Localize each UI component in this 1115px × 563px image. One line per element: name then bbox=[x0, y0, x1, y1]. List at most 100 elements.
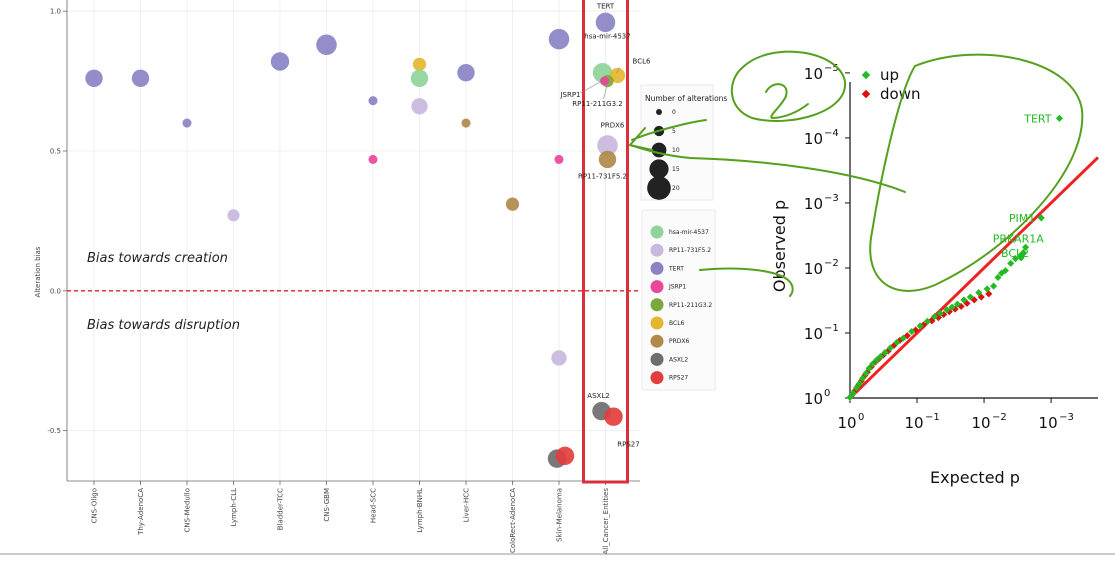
bias-point bbox=[554, 154, 564, 164]
size-legend-label: 15 bbox=[672, 166, 680, 173]
qq-y-axis-label: Observed p bbox=[770, 200, 789, 292]
color-legend-label: ASXL2 bbox=[669, 356, 688, 363]
color-legend-label: RP11-731F5.2 bbox=[669, 247, 711, 254]
bias-point-label: RP11-731F5.2 bbox=[578, 172, 627, 180]
bias-point bbox=[599, 76, 610, 86]
color-legend-label: JSRP1 bbox=[668, 284, 686, 291]
color-legend-dot bbox=[650, 225, 664, 239]
bias-point bbox=[85, 69, 103, 88]
bias-leader-line bbox=[580, 80, 602, 94]
ink-stroke-legend bbox=[699, 267, 794, 297]
bias-category-label: CNS-Medullo bbox=[184, 488, 192, 533]
qq-x-tick-exp: −2 bbox=[992, 412, 1007, 423]
qq-diagonal-line bbox=[848, 156, 1100, 400]
bias-point bbox=[316, 34, 337, 56]
bias-point-label: ASXL2 bbox=[587, 392, 609, 400]
qq-y-tick-exp: −1 bbox=[824, 323, 839, 334]
color-legend-dot bbox=[650, 352, 664, 366]
bias-leader-line bbox=[603, 83, 608, 100]
qq-legend-marker bbox=[861, 89, 871, 99]
bias-point bbox=[597, 135, 618, 156]
color-legend-label: RPS27 bbox=[669, 375, 688, 382]
bias-point bbox=[555, 446, 575, 466]
qq-y-tick-exp: −5 bbox=[824, 63, 839, 74]
bias-points bbox=[85, 12, 626, 468]
bias-y-axis-label: Alteration bias bbox=[34, 246, 42, 297]
bias-point bbox=[410, 69, 429, 88]
qq-point-up bbox=[908, 327, 916, 336]
bias-category-labels: CNS-Oligo Thy-AdenoCA CNS-Medullo Lymph-CLL… bbox=[91, 481, 610, 555]
color-legend-label: TERT bbox=[668, 265, 684, 272]
color-legend-label: PRDX6 bbox=[669, 338, 690, 345]
qq-point-up bbox=[1019, 249, 1027, 257]
bias-category-label: ColoRect-AdenoCA bbox=[509, 488, 517, 553]
size-legend-label: 10 bbox=[672, 147, 680, 154]
bias-point bbox=[595, 12, 616, 33]
size-legend-label: 0 bbox=[672, 109, 676, 116]
size-legend-dot bbox=[656, 109, 662, 115]
bias-point bbox=[598, 150, 617, 169]
ink-arrow-line bbox=[629, 144, 906, 193]
qq-point-up bbox=[893, 338, 901, 347]
bias-point bbox=[609, 67, 626, 84]
bias-point bbox=[457, 64, 475, 82]
qq-y-tick-base: 10 bbox=[804, 260, 823, 278]
size-legend: 0 5 10 15 20 bbox=[647, 109, 680, 200]
qq-point-label: PRKAR1A bbox=[993, 233, 1044, 246]
qq-point-label: TERT bbox=[1023, 112, 1052, 125]
qq-point-up bbox=[899, 334, 907, 342]
qq-point-up bbox=[886, 344, 894, 352]
qq-point-up bbox=[990, 282, 998, 290]
size-legend-label: 5 bbox=[672, 128, 676, 135]
qq-point-up bbox=[869, 360, 877, 368]
bias-point bbox=[368, 96, 378, 106]
all-cancer-highlight-box bbox=[582, 0, 629, 484]
bias-point-label: hsa-mir-4537 bbox=[584, 33, 630, 41]
size-legend-label: 20 bbox=[672, 185, 680, 192]
bias-point bbox=[412, 57, 427, 71]
qq-point-up bbox=[1011, 255, 1019, 263]
color-legend-dot bbox=[650, 243, 664, 257]
qq-points bbox=[846, 114, 1063, 401]
qq-point-up bbox=[983, 285, 991, 293]
qq-x-tick-base: 10 bbox=[972, 414, 991, 432]
bias-y-ticks: 1.0 0.5 0.0 -0.5 bbox=[47, 8, 67, 435]
bias-category-label: Lymph-BNHL bbox=[416, 488, 424, 533]
color-legend-dot bbox=[650, 334, 664, 348]
size-legend-dot bbox=[647, 176, 671, 200]
qq-point-up bbox=[873, 356, 881, 364]
bias-category-label: Bladder-TCC bbox=[277, 488, 285, 530]
bias-point-label: JSRP1 bbox=[559, 91, 580, 99]
qq-x-ticks: 10 0 10 −1 10 −2 10 −3 bbox=[837, 398, 1074, 432]
qq-x-tick-exp: 0 bbox=[858, 412, 864, 423]
bias-disruption-label: Bias towards disruption bbox=[87, 318, 240, 333]
qq-point-up bbox=[846, 393, 854, 401]
color-legend-dot bbox=[650, 261, 664, 275]
qq-x-tick-base: 10 bbox=[904, 414, 923, 432]
bias-point bbox=[505, 197, 520, 211]
qq-point-label: BCL2 bbox=[1001, 247, 1029, 260]
qq-point-up bbox=[852, 384, 861, 392]
bias-point bbox=[551, 350, 567, 366]
ink-circle-small bbox=[730, 50, 847, 122]
bias-y-tick-label: 0.5 bbox=[50, 148, 61, 156]
qq-point-up bbox=[943, 306, 951, 314]
bias-point bbox=[227, 209, 240, 222]
size-legend-dot bbox=[649, 159, 669, 179]
qq-point-up bbox=[948, 303, 956, 311]
ink-stroke-short bbox=[631, 119, 707, 141]
bias-point-label: PRDX6 bbox=[601, 121, 625, 129]
qq-point-up bbox=[849, 389, 857, 397]
qq-point-up bbox=[862, 369, 870, 378]
bias-category-label: Liver-HCC bbox=[463, 488, 471, 522]
color-legend-label: BCL6 bbox=[669, 320, 685, 327]
bias-category-label: CNS-Oligo bbox=[91, 488, 99, 523]
qq-point-up bbox=[966, 293, 974, 301]
bias-category-label: Lymph-CLL bbox=[230, 488, 238, 526]
bias-point-label: RPS27 bbox=[617, 441, 639, 449]
qq-x-axis-label: Expected p bbox=[930, 468, 1020, 487]
color-legend-dot bbox=[650, 280, 664, 294]
